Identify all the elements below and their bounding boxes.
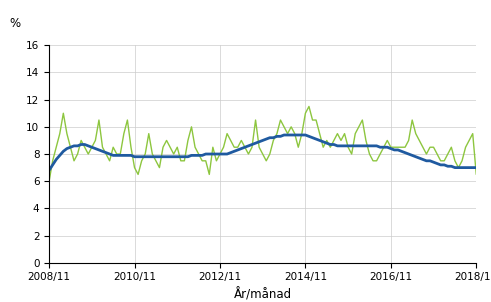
Relativt arbetslöshetstal — [324, 139, 330, 142]
Line: Relativt arbetslöshetstal, trend: Relativt arbetslöshetstal, trend — [49, 135, 480, 170]
Relativt arbetslöshetstal — [477, 173, 483, 176]
Line: Relativt arbetslöshetstal: Relativt arbetslöshetstal — [49, 107, 480, 181]
X-axis label: År/månad: År/månad — [234, 288, 292, 301]
Text: %: % — [10, 17, 21, 30]
Relativt arbetslöshetstal, trend — [285, 133, 291, 137]
Relativt arbetslöshetstal — [448, 145, 454, 149]
Relativt arbetslöshetstal, trend — [281, 133, 287, 137]
Relativt arbetslöshetstal, trend — [324, 141, 330, 145]
Relativt arbetslöshetstal, trend — [477, 166, 483, 169]
Relativt arbetslöshetstal — [46, 179, 52, 183]
Relativt arbetslöshetstal, trend — [185, 155, 191, 159]
Relativt arbetslöshetstal, trend — [46, 169, 52, 172]
Relativt arbetslöshetstal, trend — [448, 164, 454, 168]
Relativt arbetslöshetstal — [466, 139, 472, 142]
Relativt arbetslöshetstal — [185, 139, 191, 142]
Relativt arbetslöshetstal — [146, 132, 152, 136]
Relativt arbetslöshetstal — [306, 105, 312, 108]
Relativt arbetslöshetstal, trend — [466, 166, 472, 169]
Relativt arbetslöshetstal — [281, 125, 287, 129]
Relativt arbetslöshetstal, trend — [146, 155, 152, 159]
